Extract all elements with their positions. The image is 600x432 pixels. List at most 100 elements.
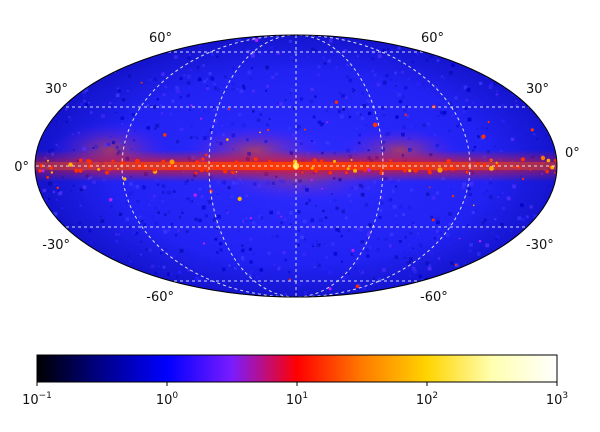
noise-pixel <box>416 52 419 56</box>
noise-pixel <box>467 39 472 44</box>
noise-pixel <box>185 230 189 233</box>
noise-pixel <box>438 235 440 238</box>
noise-pixel <box>378 216 382 219</box>
noise-pixel <box>226 88 228 90</box>
point-source <box>88 42 92 46</box>
noise-pixel <box>465 279 468 282</box>
noise-pixel <box>533 133 536 136</box>
noise-pixel <box>90 63 93 66</box>
noise-pixel <box>198 218 202 223</box>
noise-pixel <box>463 85 468 90</box>
noise-pixel <box>376 237 380 241</box>
noise-pixel <box>179 127 184 132</box>
noise-pixel <box>546 77 548 80</box>
point-source <box>46 176 50 179</box>
lat-label-right-minus-60: -60° <box>420 290 448 305</box>
point-source <box>161 159 166 164</box>
noise-pixel <box>115 271 119 274</box>
point-source <box>140 163 146 169</box>
noise-pixel <box>342 107 346 111</box>
noise-pixel <box>284 99 287 101</box>
noise-pixel <box>520 203 524 208</box>
noise-pixel <box>104 48 107 51</box>
noise-pixel <box>164 85 167 89</box>
noise-pixel <box>508 261 511 265</box>
point-source <box>204 153 208 157</box>
noise-pixel <box>494 145 496 148</box>
noise-pixel <box>468 192 472 197</box>
noise-pixel <box>98 51 103 56</box>
noise-pixel <box>226 107 229 110</box>
noise-pixel <box>460 294 463 297</box>
noise-pixel <box>397 301 400 304</box>
noise-pixel <box>35 196 39 201</box>
noise-pixel <box>57 103 61 107</box>
noise-pixel <box>134 233 137 236</box>
point-source <box>408 169 412 173</box>
noise-pixel <box>295 97 299 102</box>
noise-pixel <box>397 46 401 50</box>
noise-pixel <box>170 222 174 226</box>
noise-pixel <box>412 222 414 224</box>
noise-pixel <box>55 226 58 229</box>
noise-pixel <box>82 40 84 43</box>
noise-pixel <box>189 199 192 203</box>
noise-pixel <box>156 97 159 101</box>
noise-pixel <box>541 218 545 221</box>
noise-pixel <box>550 57 555 62</box>
noise-pixel <box>341 94 345 98</box>
noise-pixel <box>68 115 71 119</box>
noise-pixel <box>464 107 468 110</box>
noise-pixel <box>48 198 51 201</box>
point-source <box>530 128 534 132</box>
noise-pixel <box>160 252 163 255</box>
noise-pixel <box>81 303 84 306</box>
noise-pixel <box>384 60 387 63</box>
noise-pixel <box>426 122 431 126</box>
noise-pixel <box>268 118 271 120</box>
point-source <box>267 128 270 132</box>
point-source <box>311 166 314 170</box>
noise-pixel <box>190 68 193 71</box>
noise-pixel <box>101 114 105 119</box>
noise-pixel <box>568 224 570 226</box>
noise-pixel <box>296 128 299 131</box>
noise-pixel <box>37 250 42 255</box>
noise-pixel <box>388 81 393 85</box>
noise-pixel <box>560 287 564 291</box>
colorbar-tick-label: 102 <box>416 391 438 408</box>
noise-pixel <box>408 274 412 277</box>
noise-pixel <box>289 223 292 225</box>
noise-pixel <box>51 148 55 152</box>
noise-pixel <box>371 255 374 258</box>
noise-pixel <box>209 128 213 132</box>
noise-pixel <box>232 67 235 69</box>
noise-pixel <box>360 270 364 275</box>
noise-pixel <box>494 218 497 221</box>
noise-pixel <box>186 81 191 85</box>
noise-pixel <box>225 210 228 213</box>
point-source <box>105 170 109 175</box>
noise-pixel <box>496 96 499 99</box>
noise-pixel <box>222 180 227 185</box>
point-source <box>481 134 486 139</box>
noise-pixel <box>109 102 112 105</box>
noise-pixel <box>395 85 397 87</box>
noise-pixel <box>527 30 530 33</box>
noise-pixel <box>458 45 461 48</box>
noise-pixel <box>110 47 114 52</box>
noise-pixel <box>185 193 189 197</box>
noise-pixel <box>55 198 58 201</box>
noise-pixel <box>274 222 277 225</box>
noise-pixel <box>418 274 422 278</box>
noise-pixel <box>325 256 328 259</box>
point-source <box>312 158 318 163</box>
point-source <box>111 159 115 163</box>
noise-pixel <box>186 74 191 79</box>
point-source <box>367 168 371 172</box>
noise-pixel <box>352 294 355 297</box>
noise-pixel <box>531 303 534 306</box>
lat-tick-labels-left: 60° 30° 0° -30° -60° <box>14 31 174 305</box>
noise-pixel <box>448 188 451 191</box>
noise-pixel <box>375 285 377 288</box>
